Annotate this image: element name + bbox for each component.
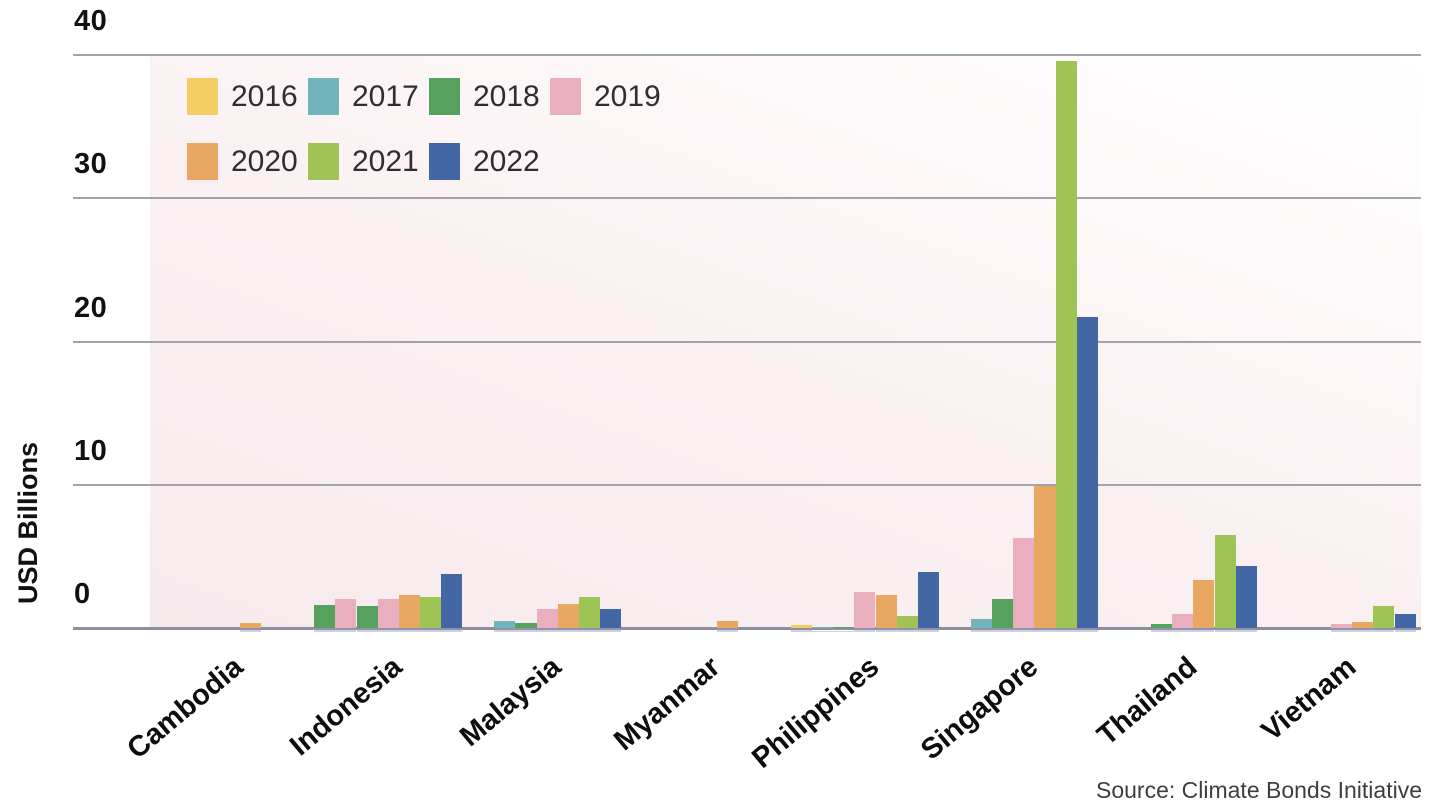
bar-vietnam-2020 — [1352, 621, 1374, 628]
bar-vietnam-2022 — [1394, 614, 1416, 628]
bar-indonesia-2021 — [420, 596, 442, 628]
bar-indonesia-2018 — [356, 605, 378, 628]
bar-philippines-2016 — [790, 625, 812, 628]
bar-malaysia-2022 — [600, 608, 622, 628]
legend-swatch-2016 — [187, 78, 218, 115]
x-axis-label-cambodia: Cambodia — [121, 650, 250, 766]
bar-malaysia-2020 — [557, 604, 579, 628]
bar-malaysia-2021 — [579, 597, 601, 628]
bar-thailand-2018 — [1150, 623, 1173, 628]
gridline-40 — [73, 54, 1421, 56]
legend-item-2019: 2019 — [550, 78, 661, 115]
bar-philippines-2021 — [896, 615, 918, 628]
legend-swatch-2022 — [429, 143, 460, 180]
legend-label-2018: 2018 — [473, 80, 540, 113]
x-axis-line — [73, 627, 1421, 630]
bar-myanmar-2020 — [716, 620, 738, 628]
legend-item-2016: 2016 — [187, 78, 298, 115]
bar-singapore-2022 — [1076, 317, 1098, 628]
bar-indonesia-2019 — [377, 598, 399, 628]
bar-thailand-2020 — [1193, 580, 1215, 628]
bar-malaysia-2019 — [536, 609, 558, 628]
bar-singapore-2021 — [1055, 60, 1077, 628]
legend-swatch-2019 — [550, 78, 581, 115]
bar-philippines-2017 — [811, 626, 834, 628]
legend-item-2018: 2018 — [429, 78, 540, 115]
bar-thailand-2021 — [1214, 534, 1236, 628]
bar-philippines-2018 — [833, 626, 855, 628]
legend-swatch-2017 — [308, 78, 339, 115]
bar-vietnam-2021 — [1373, 605, 1395, 628]
legend-label-2017: 2017 — [352, 80, 419, 113]
bar-thailand-2022 — [1235, 566, 1257, 628]
bar-singapore-2017 — [970, 619, 992, 628]
y-tick-label-10: 10 — [74, 434, 108, 467]
bar-cambodia-2020 — [240, 623, 262, 628]
source-note: Source: Climate Bonds Initiative — [1096, 777, 1422, 803]
y-tick-label-40: 40 — [74, 5, 108, 37]
bar-singapore-2019 — [1013, 537, 1035, 628]
bar-vietnam-2019 — [1330, 623, 1353, 628]
bar-philippines-2022 — [917, 572, 940, 628]
bar-philippines-2020 — [875, 595, 897, 628]
legend-swatch-2021 — [308, 143, 339, 180]
bar-malaysia-2018 — [515, 623, 537, 628]
legend-item-2022: 2022 — [429, 143, 540, 180]
gridline-30 — [73, 197, 1421, 200]
legend-swatch-2018 — [429, 78, 460, 115]
legend-label-2022: 2022 — [473, 145, 540, 178]
bar-thailand-2019 — [1172, 614, 1194, 628]
y-axis-title: USD Billions — [13, 442, 43, 605]
bar-indonesia-2017 — [335, 599, 357, 628]
gridline-20 — [73, 340, 1421, 343]
y-tick-label-20: 20 — [74, 291, 108, 324]
bar-philippines-2019 — [854, 592, 876, 628]
gridline-10 — [73, 483, 1421, 486]
bar-indonesia-2016 — [314, 605, 336, 628]
legend-item-2020: 2020 — [187, 143, 298, 180]
bar-malaysia-2017 — [494, 620, 516, 628]
y-tick-label-30: 30 — [74, 148, 108, 181]
bar-indonesia-2020 — [398, 595, 421, 628]
bar-singapore-2020 — [1034, 486, 1056, 628]
legend-item-2017: 2017 — [308, 78, 419, 115]
bar-indonesia-2022 — [441, 574, 463, 628]
legend-item-2021: 2021 — [308, 143, 419, 180]
legend-label-2020: 2020 — [231, 145, 298, 178]
legend-label-2019: 2019 — [594, 80, 661, 113]
legend-label-2021: 2021 — [352, 145, 419, 178]
legend-swatch-2020 — [187, 143, 218, 180]
legend-label-2016: 2016 — [231, 80, 298, 113]
bar-singapore-2018 — [992, 599, 1014, 628]
y-tick-label-0: 0 — [74, 578, 91, 610]
